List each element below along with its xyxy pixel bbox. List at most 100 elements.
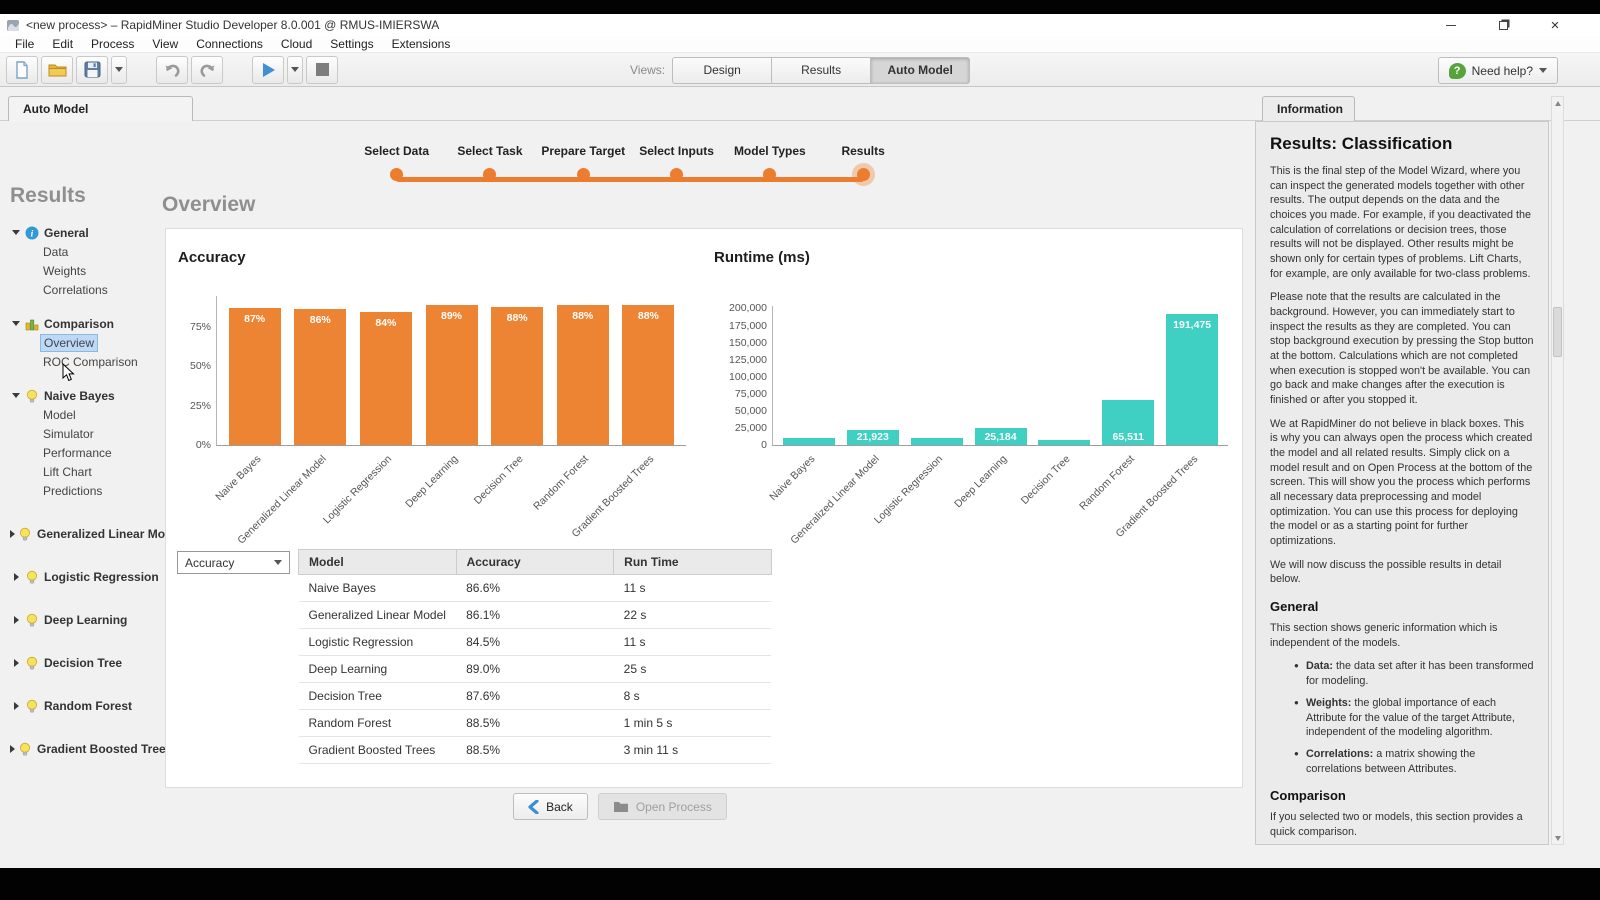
column-header-model[interactable]: Model — [298, 549, 457, 575]
y-axis-tick: 50,000 — [734, 404, 767, 417]
menu-process[interactable]: Process — [91, 37, 135, 51]
open-process-toolbar-button[interactable] — [41, 55, 73, 84]
bar-generalized-linear-model[interactable]: 21,923 — [846, 430, 899, 445]
bar-naive-bayes[interactable]: 87% — [228, 308, 281, 445]
tree-item-overview[interactable]: Overview — [10, 333, 160, 352]
tree-node-logistic-regression[interactable]: Logistic Regression — [10, 567, 160, 586]
table-row[interactable]: Decision Tree 87.6% 8 s — [298, 682, 772, 710]
table-row[interactable]: Random Forest 88.5% 1 min 5 s — [298, 709, 772, 737]
bar-generalized-linear-model[interactable]: 86% — [294, 309, 347, 445]
table-row[interactable]: Gradient Boosted Trees 88.5% 3 min 11 s — [298, 736, 772, 764]
back-button[interactable]: Back — [513, 793, 588, 820]
run-dropdown-button[interactable] — [287, 55, 303, 84]
tree-group-deep-learning: Deep Learning — [10, 610, 160, 629]
wizard-step-select-task[interactable]: Select Task — [443, 131, 536, 195]
bar-deep-learning[interactable]: 89% — [425, 304, 478, 445]
need-help-button[interactable]: ? Need help? — [1437, 57, 1558, 84]
y-axis-tick: 0 — [761, 439, 767, 451]
tree-node-decision-tree[interactable]: Decision Tree — [10, 653, 160, 672]
open-process-button[interactable]: Open Process — [597, 793, 727, 820]
column-header-run-time[interactable]: Run Time — [613, 549, 772, 575]
tree-node-gradient-boosted-trees[interactable]: Gradient Boosted Trees — [10, 739, 172, 758]
open-process-label: Open Process — [635, 799, 712, 814]
restore-button[interactable] — [1492, 17, 1514, 33]
bar-logistic-regression[interactable] — [910, 437, 963, 445]
menu-settings[interactable]: Settings — [330, 37, 374, 51]
scroll-up-arrow[interactable] — [1552, 97, 1563, 109]
bar-value-label: 88% — [506, 311, 528, 324]
redo-button[interactable] — [191, 55, 223, 84]
tree-node-comparison[interactable]: Comparison — [10, 314, 160, 333]
view-design[interactable]: Design — [672, 56, 773, 84]
view-auto-model[interactable]: Auto Model — [870, 56, 971, 84]
close-button[interactable]: × — [1550, 16, 1560, 34]
column-header-accuracy[interactable]: Accuracy — [455, 549, 615, 575]
save-dropdown-button[interactable] — [111, 55, 127, 84]
table-row[interactable]: Naive Bayes 86.6% 11 s — [298, 574, 772, 602]
bar-decision-tree[interactable] — [1038, 439, 1091, 445]
scroll-down-arrow[interactable] — [1552, 832, 1563, 844]
tree-item-roc-comparison[interactable]: ROC Comparison — [10, 352, 160, 371]
tree-node-random-forest[interactable]: Random Forest — [10, 696, 160, 715]
tree-item-correlations[interactable]: Correlations — [10, 280, 160, 299]
tab-information[interactable]: Information — [1262, 96, 1355, 121]
tree-item-performance[interactable]: Performance — [10, 443, 160, 462]
wizard-step-model-types[interactable]: Model Types — [723, 131, 816, 195]
wizard-step-select-inputs[interactable]: Select Inputs — [630, 131, 723, 195]
tree-item-model[interactable]: Model — [10, 405, 160, 424]
bar-random-forest[interactable]: 88% — [556, 305, 609, 445]
menu-extensions[interactable]: Extensions — [391, 37, 451, 51]
tree-item-simulator[interactable]: Simulator — [10, 424, 160, 443]
letterbox-bottom — [0, 868, 1600, 900]
tree-item-weights[interactable]: Weights — [10, 261, 160, 280]
y-axis-tick: 25% — [189, 399, 211, 412]
tab-auto-model[interactable]: Auto Model — [8, 96, 193, 121]
wizard-step-select-data[interactable]: Select Data — [350, 131, 443, 195]
bar-decision-tree[interactable]: 88% — [491, 306, 544, 445]
stop-button[interactable] — [306, 55, 338, 84]
undo-button[interactable] — [156, 55, 188, 84]
wizard-step-results[interactable]: Results — [816, 131, 909, 195]
run-button[interactable] — [252, 55, 284, 84]
save-process-button[interactable] — [76, 55, 108, 84]
tree-item-predictions[interactable]: Predictions — [10, 481, 160, 500]
bar-gradient-boosted-trees[interactable]: 191,475 — [1166, 314, 1219, 445]
metric-dropdown[interactable]: Accuracy — [177, 551, 290, 574]
view-results[interactable]: Results — [771, 56, 872, 84]
bar-value-label: 191,475 — [1173, 319, 1212, 332]
wizard-step-prepare-target[interactable]: Prepare Target — [537, 131, 630, 195]
scrollbar-thumb[interactable] — [1553, 307, 1562, 357]
menu-cloud[interactable]: Cloud — [280, 37, 313, 51]
wizard-step-dot — [763, 168, 777, 181]
table-cell: 3 min 11 s — [613, 736, 772, 764]
tree-node-general[interactable]: i General — [10, 223, 160, 242]
tree-item-lift-chart[interactable]: Lift Chart — [10, 462, 160, 481]
menu-connections[interactable]: Connections — [196, 37, 263, 51]
menu-edit[interactable]: Edit — [52, 37, 74, 51]
info-paragraph: If you selected two or models, this sect… — [1270, 811, 1523, 838]
bar-deep-learning[interactable]: 25,184 — [974, 427, 1027, 445]
bar-logistic-regression[interactable]: 84% — [359, 311, 412, 445]
vertical-scrollbar[interactable] — [1551, 96, 1564, 845]
bar-naive-bayes[interactable] — [782, 437, 835, 445]
menu-file[interactable]: File — [15, 37, 35, 51]
info-bullet-term: Weights: — [1306, 696, 1355, 709]
bar-gradient-boosted-trees[interactable]: 88% — [622, 305, 675, 445]
table-row[interactable]: Logistic Regression 84.5% 11 s — [298, 628, 772, 656]
tree-node-naive-bayes[interactable]: Naive Bayes — [10, 386, 160, 405]
tree-item-data[interactable]: Data — [10, 242, 160, 261]
tree-node-label: Generalized Linear Model — [37, 526, 183, 541]
tree-node-generalized-linear-model[interactable]: Generalized Linear Model — [10, 524, 182, 543]
information-body: Results: Classification This is the fina… — [1255, 121, 1549, 845]
bar-random-forest[interactable]: 65,511 — [1102, 400, 1155, 445]
table-row[interactable]: Deep Learning 89.0% 25 s — [298, 655, 772, 683]
menu-view[interactable]: View — [152, 37, 179, 51]
minimize-button[interactable] — [1440, 17, 1462, 33]
tree-node-deep-learning[interactable]: Deep Learning — [10, 610, 160, 629]
tree-group-generalized-linear-model: Generalized Linear Model — [10, 524, 182, 543]
bar-value-label: 65,511 — [1112, 431, 1145, 443]
table-row[interactable]: Generalized Linear Model 86.1% 22 s — [298, 601, 772, 629]
new-process-button[interactable] — [6, 55, 38, 84]
tree-item-label: Performance — [43, 445, 112, 460]
info-bullet-text: Correlations: a matrix showing the corre… — [1306, 747, 1476, 775]
